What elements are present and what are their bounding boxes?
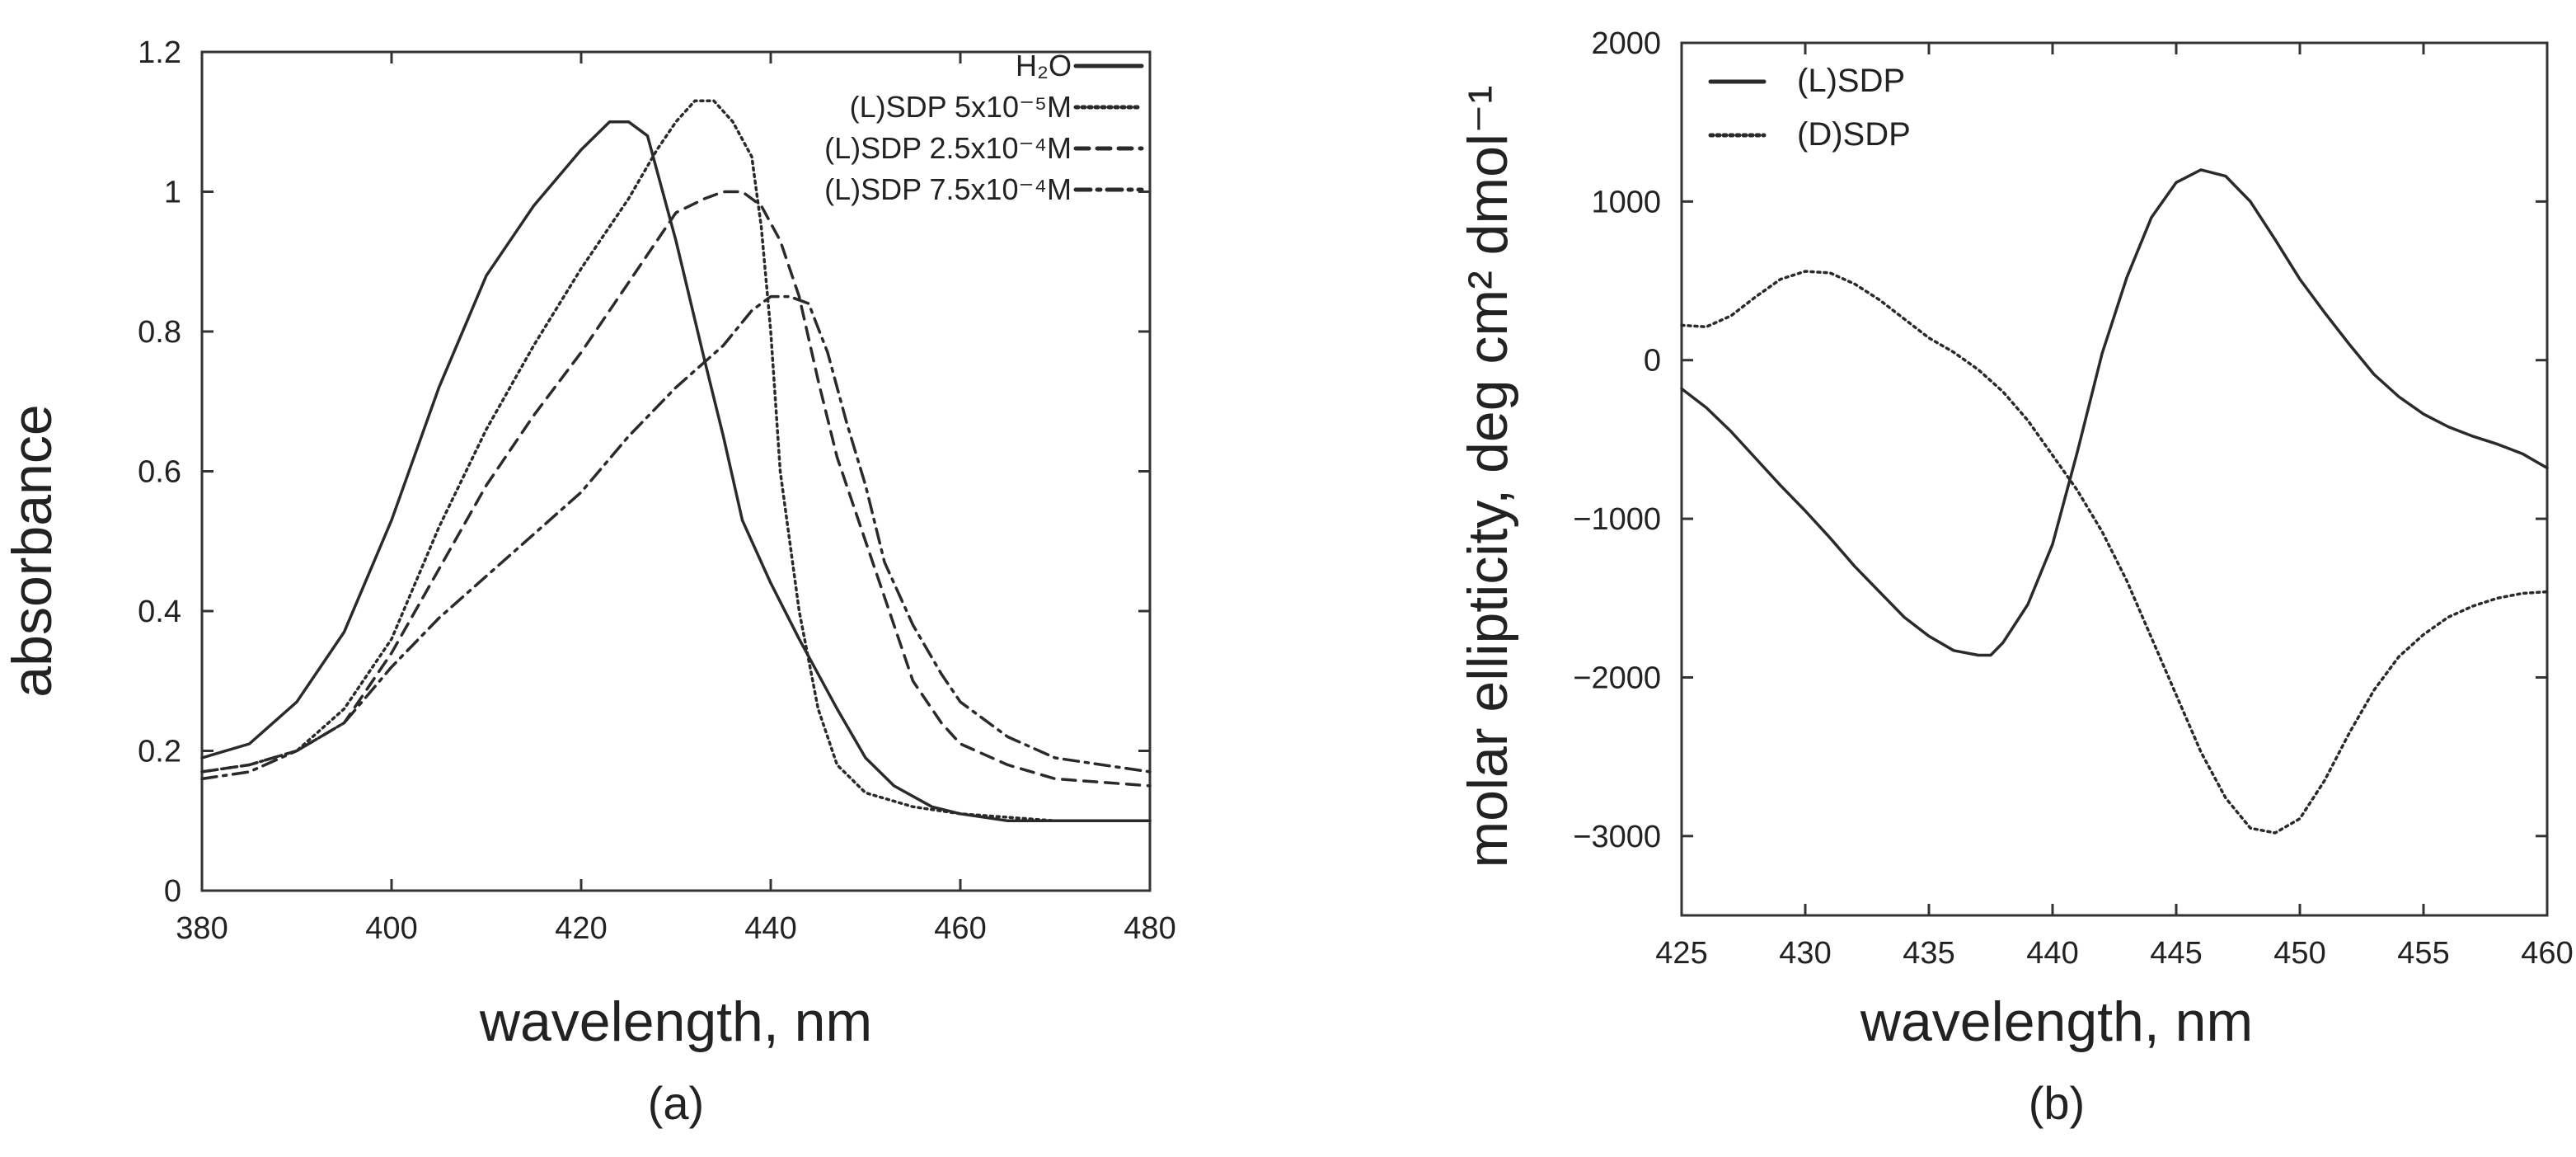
legend-label: (L)SDP [1797, 63, 1905, 99]
y-tick-label: 0 [164, 874, 181, 909]
x-tick-label: 400 [365, 911, 417, 946]
x-tick-label: 440 [744, 911, 796, 946]
series-line [1680, 270, 2549, 835]
x-tick-label: 420 [555, 911, 607, 946]
legend-label: (L)SDP 2.5x10⁻⁴M [824, 131, 1072, 165]
series-line [200, 99, 1152, 823]
series-group [200, 99, 1152, 823]
series-line [200, 190, 1152, 788]
y-tick-label: 1 [164, 176, 181, 210]
x-axis-label: wavelength, nm [479, 990, 872, 1053]
legend-label: (L)SDP 5x10⁻⁵M [850, 90, 1072, 124]
series-line [200, 120, 1152, 823]
x-tick-label: 440 [2026, 936, 2078, 971]
axis-ticks: 380 400 420 440 460 480 0 0.2 0.4 0.6 0.8 1 1.2 [138, 35, 1176, 946]
series-group [1680, 168, 2549, 835]
series-line [1680, 168, 2549, 657]
series-line [200, 294, 1152, 781]
x-tick-label: 460 [2521, 936, 2573, 971]
y-tick-label: 0 [1644, 344, 1661, 379]
y-tick-label: 0.8 [138, 315, 181, 350]
y-tick-label: 1.2 [138, 35, 181, 70]
x-tick-label: 450 [2273, 936, 2325, 971]
y-tick-label: 0.2 [138, 735, 181, 769]
panel-label-b: (b) [2029, 1077, 2085, 1129]
y-tick-label: 2000 [1591, 26, 1661, 61]
x-tick-label: 445 [2150, 936, 2202, 971]
y-axis-label: molar ellipticity, deg cm² dmol⁻¹ [1457, 85, 1519, 868]
legend-label: H₂O [1016, 49, 1072, 82]
y-tick-label: 1000 [1591, 185, 1661, 219]
legend: H₂O (L)SDP 5x10⁻⁵M (L)SDP 2.5x10⁻⁴M (L)SDP … [824, 49, 1144, 206]
plot-frame [1680, 41, 2549, 917]
x-tick-label: 460 [934, 911, 986, 946]
x-tick-label: 425 [1655, 936, 1707, 971]
x-tick-label: 430 [1779, 936, 1831, 971]
x-axis-label: wavelength, nm [1860, 990, 2253, 1053]
panel-label-a: (a) [648, 1077, 704, 1129]
y-tick-label: −2000 [1573, 661, 1661, 695]
y-tick-label: −1000 [1573, 502, 1661, 537]
axis-ticks: 425 430 435 440 445 450 455 460 −3000 −2000 −1000 0… [1573, 26, 2573, 971]
x-tick-label: 480 [1124, 911, 1175, 946]
x-tick-label: 435 [1903, 936, 1954, 971]
y-tick-label: 0.4 [138, 595, 181, 629]
y-tick-label: −3000 [1573, 820, 1661, 854]
legend: (L)SDP (D)SDP [1708, 63, 1911, 153]
x-tick-label: 380 [176, 911, 228, 946]
x-tick-label: 455 [2397, 936, 2449, 971]
absorbance-chart: 380 400 420 440 460 480 0 0.2 0.4 0.6 0.8 1 1.2 H₂O (… [1, 35, 1176, 1129]
legend-label: (D)SDP [1797, 116, 1911, 153]
legend-label: (L)SDP 7.5x10⁻⁴M [824, 172, 1072, 206]
y-axis-label: absorbance [1, 404, 63, 697]
ellipticity-chart: 425 430 435 440 445 450 455 460 −3000 −2000 −1000 0… [1457, 26, 2574, 1129]
y-tick-label: 0.6 [138, 455, 181, 490]
